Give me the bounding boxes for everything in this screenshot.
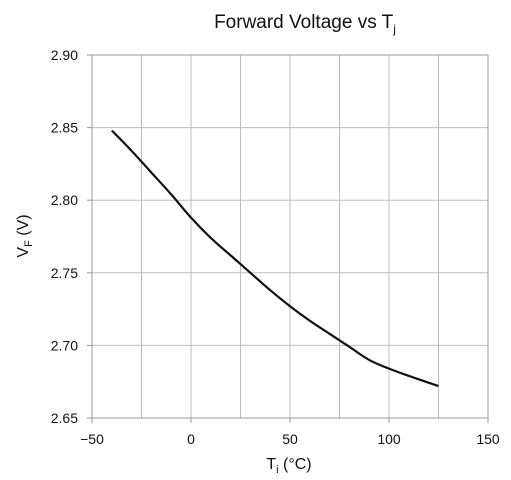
x-tick-label: 150	[476, 431, 500, 447]
x-tick-label: 50	[282, 431, 298, 447]
y-tick-label: 2.85	[51, 120, 78, 136]
grid	[91, 54, 489, 419]
chart-title: Forward Voltage vs Tj	[214, 12, 396, 36]
y-tick-label: 2.70	[51, 337, 78, 353]
plot-area	[111, 129, 439, 388]
y-axis-label-unit: (V)	[15, 214, 32, 240]
x-axis-label: Ti (°C)	[266, 456, 311, 476]
y-tick-label: 2.65	[51, 410, 78, 426]
x-tick-label: 100	[377, 431, 401, 447]
y-tick-label: 2.75	[51, 265, 78, 281]
y-tick-labels: 2.65 2.70 2.75 2.80 2.85 2.90	[51, 47, 78, 426]
y-tick-label: 2.80	[51, 192, 78, 208]
x-tick-labels: −50 0 50 100 150	[80, 431, 500, 447]
y-tick-label: 2.90	[51, 47, 78, 63]
y-axis-label-main: V	[15, 247, 32, 258]
chart-title-main: Forward Voltage vs T	[214, 12, 394, 33]
x-tick-label: 0	[187, 431, 195, 447]
x-tick-label: −50	[80, 431, 104, 447]
y-axis-label: VF (V)	[15, 214, 35, 257]
x-axis-label-unit: (°C)	[279, 456, 312, 473]
x-axis-label-main: T	[266, 456, 276, 473]
plot-frame	[87, 54, 489, 423]
x-axis-label-subscript: i	[276, 464, 278, 476]
series-line	[111, 129, 439, 388]
y-axis-label-subscript: F	[23, 240, 35, 247]
chart-title-subscript: j	[392, 22, 396, 36]
